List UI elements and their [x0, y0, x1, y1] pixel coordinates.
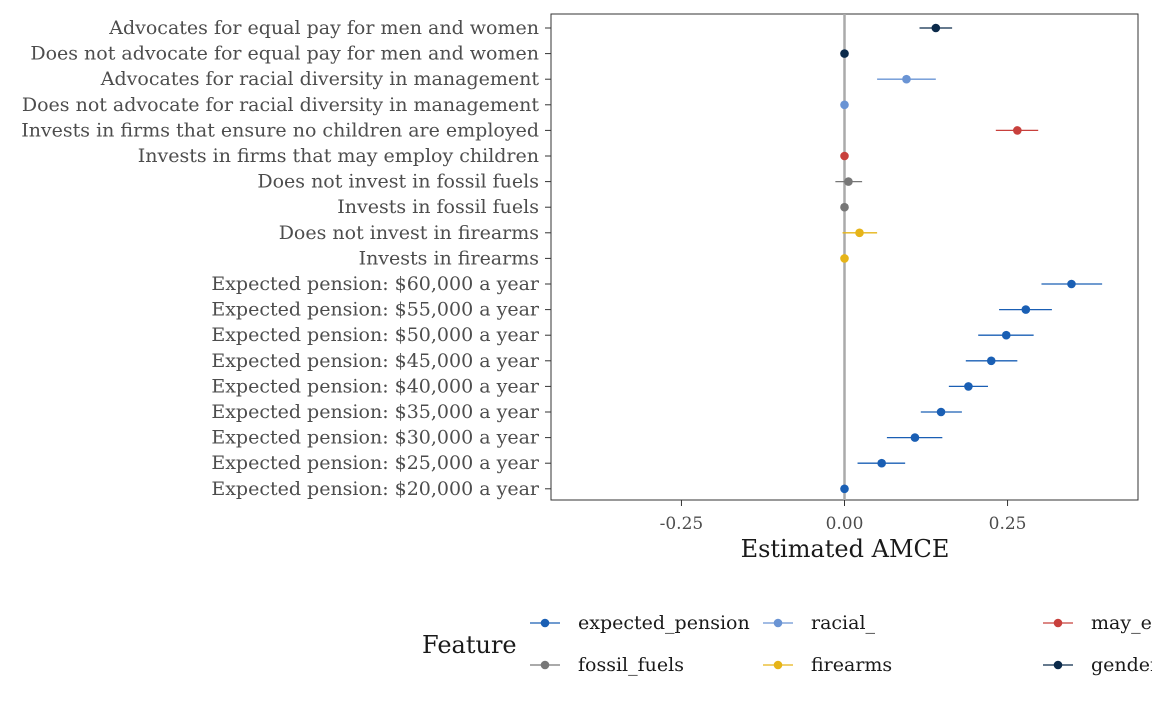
- legend-entry-label: fossil_fuels: [578, 654, 684, 676]
- legend-entry-label: gender: [1091, 654, 1152, 676]
- estimate-point: [855, 228, 864, 238]
- y-tick-label: Does not advocate for equal pay for men …: [30, 43, 539, 65]
- legend-key-point: [1053, 660, 1063, 670]
- estimate-point: [1001, 330, 1011, 340]
- y-tick-label: Expected pension: $40,000 a year: [211, 375, 540, 397]
- legend-entry-label: racial_: [811, 612, 876, 634]
- estimate-point: [840, 151, 849, 161]
- y-tick-label: Expected pension: $55,000 a year: [211, 299, 540, 321]
- y-tick-label: Advocates for racial diversity in manage…: [100, 68, 540, 90]
- estimate-point: [844, 177, 853, 186]
- legend-entry-label: firearms: [811, 654, 892, 676]
- y-tick-label: Expected pension: $35,000 a year: [211, 401, 540, 423]
- y-tick-label: Does not invest in fossil fuels: [257, 171, 539, 193]
- legend-key-point: [773, 660, 783, 670]
- y-tick-label: Invests in fossil fuels: [337, 196, 539, 218]
- y-tick-label: Invests in firms that ensure no children…: [21, 119, 539, 141]
- y-tick-label: Invests in firearms: [359, 247, 539, 269]
- x-axis-title: Estimated AMCE: [741, 535, 950, 563]
- y-tick-label: Expected pension: $60,000 a year: [211, 273, 540, 295]
- estimate-point: [840, 100, 849, 110]
- legend-entry-label: expected_pension: [578, 612, 750, 634]
- estimate-point: [840, 254, 849, 263]
- y-tick-label: Expected pension: $45,000 a year: [211, 350, 540, 372]
- y-tick-label: Expected pension: $30,000 a year: [211, 427, 540, 449]
- estimate-point: [1013, 126, 1022, 135]
- y-tick-label: Does not advocate for racial diversity i…: [22, 94, 539, 116]
- x-tick-label: 0.00: [826, 514, 864, 534]
- y-tick-label: Invests in firms that may employ childre…: [138, 145, 539, 167]
- estimate-point: [840, 484, 849, 494]
- estimate-point: [877, 458, 886, 468]
- legend-key-point: [540, 660, 550, 670]
- x-tick-label: -0.25: [660, 514, 704, 534]
- y-tick-label: Does not invest in firearms: [279, 222, 539, 244]
- legend-key-point: [1053, 618, 1063, 628]
- estimate-point: [902, 74, 911, 84]
- estimate-point: [840, 49, 849, 58]
- legend-key-point: [540, 618, 550, 628]
- legend-entry-label: may_employ_children: [1091, 612, 1152, 634]
- x-tick-label: 0.25: [989, 514, 1027, 534]
- y-tick-label: Advocates for equal pay for men and wome…: [108, 17, 539, 39]
- estimate-point: [964, 382, 973, 391]
- estimate-point: [910, 433, 920, 442]
- legend-key-point: [773, 618, 783, 628]
- y-tick-label: Expected pension: $50,000 a year: [211, 324, 540, 346]
- estimate-point: [931, 23, 941, 33]
- estimate-point: [936, 407, 946, 417]
- y-tick-label: Expected pension: $20,000 a year: [211, 478, 540, 500]
- y-tick-label: Expected pension: $25,000 a year: [211, 452, 540, 474]
- estimate-point: [1067, 279, 1076, 289]
- legend-title: Feature: [422, 631, 517, 659]
- estimate-point: [986, 356, 996, 366]
- estimate-point: [840, 202, 849, 212]
- estimate-point: [1021, 305, 1031, 314]
